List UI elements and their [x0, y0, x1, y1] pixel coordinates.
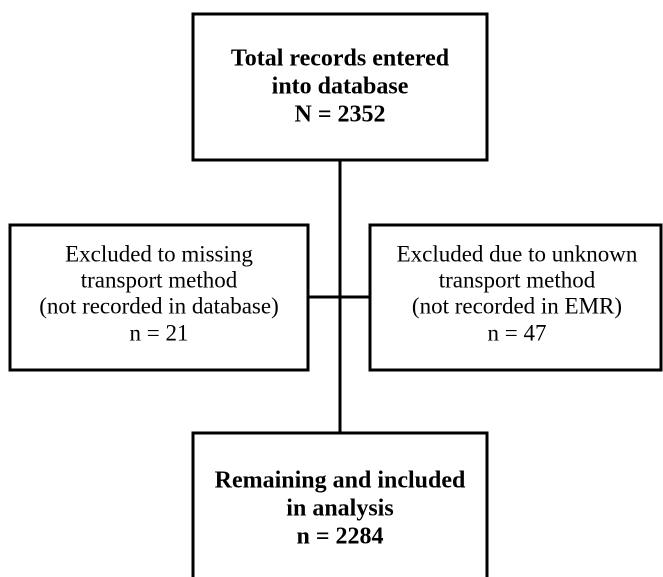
node-box	[191, 431, 489, 577]
node-text: n = 47	[488, 320, 547, 345]
node-text: n = 2284	[296, 524, 383, 550]
node-text: (not recorded in EMR)	[412, 293, 622, 318]
node-text: Excluded due to unknown	[397, 241, 638, 266]
node-text: n = 21	[130, 320, 189, 345]
node-text: transport method	[439, 267, 596, 292]
node-box	[191, 12, 489, 162]
node-box	[368, 223, 663, 372]
node-text: N = 2352	[294, 102, 385, 128]
node-box	[8, 223, 310, 372]
node-text: into database	[272, 74, 409, 100]
node-text: Remaining and included	[215, 468, 466, 494]
node-text: in analysis	[286, 496, 393, 522]
node-text: (not recorded in database)	[39, 293, 278, 318]
node-text: Total records entered	[231, 46, 450, 72]
node-text: Excluded to missing	[65, 241, 253, 266]
node-text: transport method	[81, 267, 238, 292]
